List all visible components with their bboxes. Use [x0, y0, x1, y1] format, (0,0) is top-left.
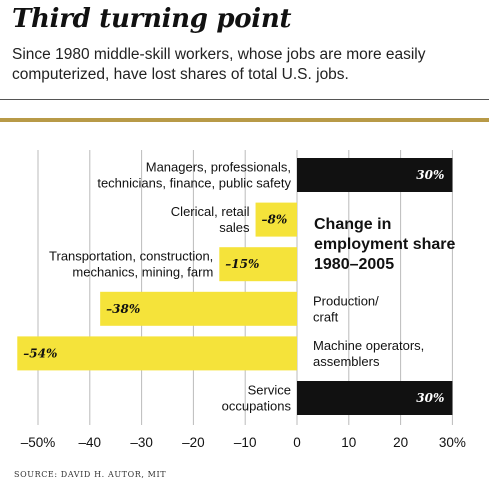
x-tick-label: –20 [182, 435, 205, 450]
category-label: technicians, finance, public safety [97, 176, 291, 191]
category-label: assemblers [313, 354, 380, 369]
category-label: craft [313, 309, 339, 324]
category-label: occupations [222, 399, 292, 414]
category-label: Machine operators, [313, 338, 424, 353]
x-tick-label: 10 [341, 435, 356, 450]
x-tick-label: 0 [293, 435, 301, 450]
value-label: –8% [262, 213, 288, 227]
category-label: Clerical, retail [171, 204, 250, 219]
category-label: Service [248, 383, 291, 398]
bar [297, 381, 453, 415]
value-label: –15% [225, 257, 259, 271]
value-labels: 30% –8% –15% –38% –54% 30% [23, 168, 444, 405]
category-label: Managers, professionals, [146, 160, 291, 175]
x-tick-label: 30% [439, 435, 466, 450]
value-label: –54% [23, 346, 57, 360]
bar [297, 158, 453, 192]
value-label: 30% [416, 391, 444, 405]
category-label: mechanics, mining, farm [72, 265, 213, 280]
chart-inner-title: Change in employment share 1980–2005 [314, 216, 455, 273]
category-label: sales [219, 220, 250, 235]
grid-lines [37, 150, 453, 425]
source-note: SOURCE: DAVID H. AUTOR, MIT [14, 470, 167, 479]
chart-inner-title-line: employment share [314, 236, 455, 253]
category-label: Production/ [313, 293, 379, 308]
category-labels: Managers, professionals,technicians, fin… [49, 160, 424, 414]
x-tick-label: –40 [79, 435, 102, 450]
chart-title: Third turning point [12, 4, 292, 34]
bar-chart: Managers, professionals,technicians, fin… [17, 150, 466, 450]
bar [219, 247, 297, 282]
chart-inner-title-line: Change in [314, 216, 391, 233]
x-tick-label: –30 [130, 435, 153, 450]
value-label: 30% [416, 168, 444, 182]
value-label: –38% [106, 302, 140, 316]
chart-subtitle: Since 1980 middle-skill workers, whose j… [12, 46, 426, 83]
axis-ticks: –50% –40 –30 –20 –10 0 10 20 30% [21, 435, 466, 450]
bars [17, 158, 453, 415]
x-tick-label: 20 [393, 435, 408, 450]
divider-rule [0, 99, 489, 100]
x-tick-label: –10 [234, 435, 257, 450]
bar [17, 336, 298, 371]
accent-rule [0, 118, 489, 122]
bar [255, 202, 297, 237]
chart-inner-title-line: 1980–2005 [314, 256, 394, 273]
x-tick-label: –50% [21, 435, 56, 450]
bar [100, 291, 297, 326]
category-label: Transportation, construction, [49, 249, 213, 264]
